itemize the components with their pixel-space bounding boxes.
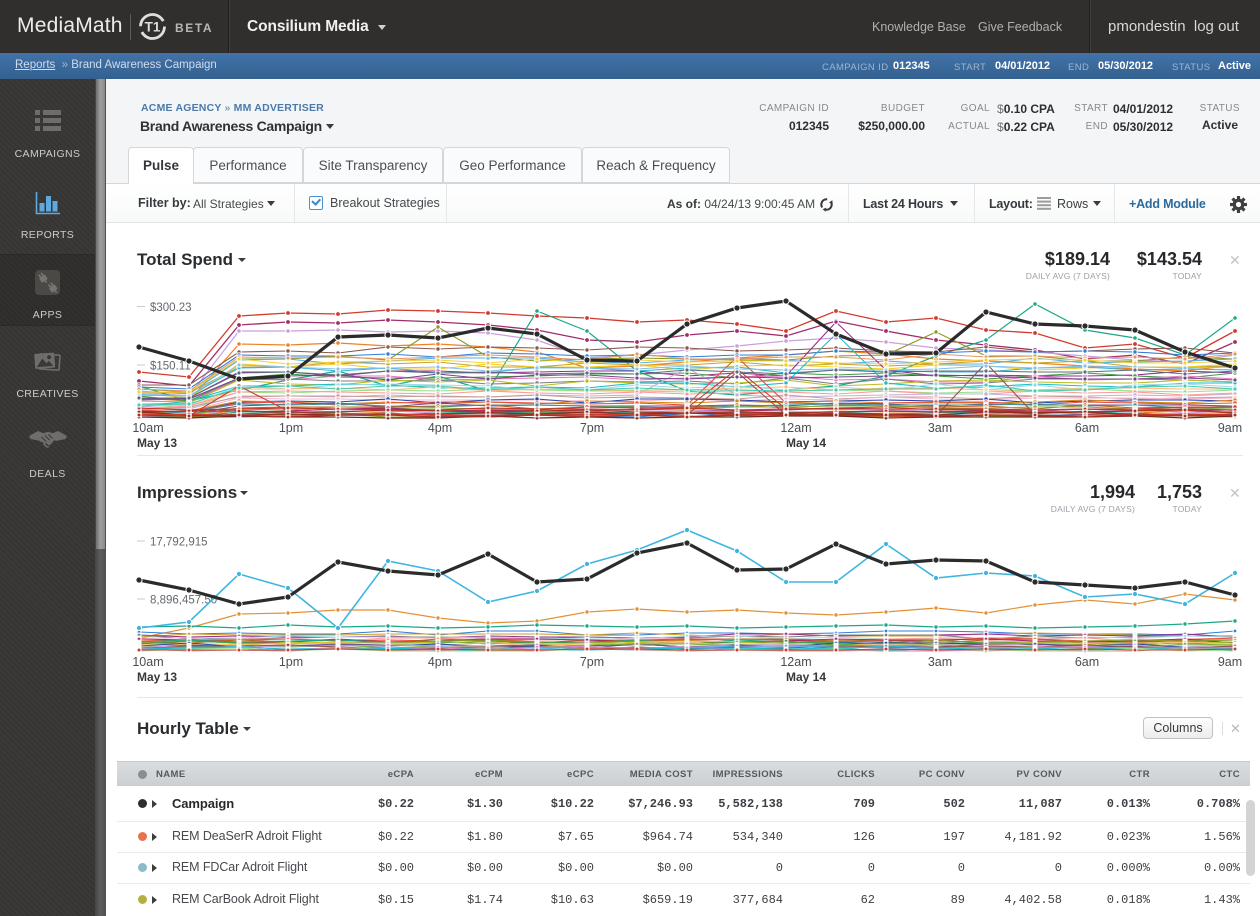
svg-text:T1: T1 <box>145 20 161 35</box>
svg-text:$300.23: $300.23 <box>150 302 192 314</box>
svg-text:$150.11: $150.11 <box>150 361 191 373</box>
svg-text:17,792,915: 17,792,915 <box>150 537 208 549</box>
svg-text:8,896,457.50: 8,896,457.50 <box>150 595 217 607</box>
